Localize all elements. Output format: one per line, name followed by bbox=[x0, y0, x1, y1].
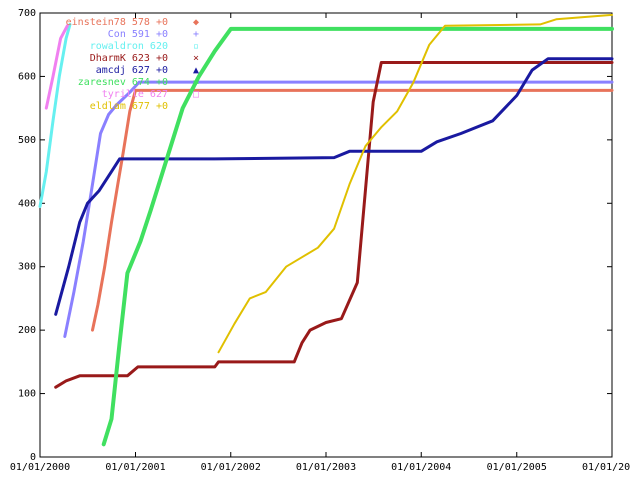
series-markers-2 bbox=[39, 24, 71, 207]
legend-marker: ▫ bbox=[193, 41, 199, 52]
legend-entry: zaresnev 674 +0 bbox=[78, 77, 168, 88]
legend-entry: eldlam 677 +0 bbox=[90, 101, 168, 112]
legend: einstein78 578 +0 ◆ Con 591 +0 + rowaldron 6… bbox=[66, 17, 199, 112]
series-markers-0 bbox=[92, 89, 612, 331]
y-tick-label: 300 bbox=[18, 262, 36, 273]
y-tick-label: 0 bbox=[30, 452, 36, 463]
series-markers-6 bbox=[45, 25, 68, 109]
x-tick-label: 01/01/2001 bbox=[105, 462, 165, 473]
series-markers-4 bbox=[55, 58, 612, 315]
series-markers-5 bbox=[103, 28, 612, 445]
legend-marker: □ bbox=[193, 89, 199, 100]
series-line-2 bbox=[38, 22, 72, 208]
series-line-7 bbox=[217, 13, 613, 354]
x-tick-label: 01/01/2000 bbox=[10, 462, 70, 473]
series-markers-1 bbox=[64, 81, 612, 337]
legend-entry: amcdj 627 +0 bbox=[96, 65, 168, 76]
x-tick-label: 01/01/2004 bbox=[391, 462, 451, 473]
legend-marker: + bbox=[193, 29, 199, 40]
y-tick-label: 700 bbox=[18, 8, 36, 19]
axis-ticks: 0 100 200 300 400 500 600 700 01/01/2000 01/01/20… bbox=[10, 8, 630, 473]
y-tick-label: 100 bbox=[18, 389, 36, 400]
x-tick-label: 01/01/2002 bbox=[201, 462, 261, 473]
y-tick-label: 600 bbox=[18, 71, 36, 82]
x-tick-label: 01/01/20 bbox=[582, 462, 630, 473]
legend-entry: Con 591 +0 bbox=[108, 29, 168, 40]
y-tick-label: 200 bbox=[18, 325, 36, 336]
legend-entry: DharmK 623 +0 bbox=[90, 53, 168, 64]
legend-marker: × bbox=[193, 53, 199, 64]
legend-marker: ✱ bbox=[193, 77, 199, 88]
legend-entry: rowaldron 620 bbox=[90, 41, 168, 52]
series-markers-3 bbox=[55, 62, 612, 388]
legend-entry: einstein78 578 +0 bbox=[66, 17, 168, 28]
series-line-1 bbox=[63, 80, 614, 338]
y-tick-label: 500 bbox=[18, 135, 36, 146]
y-tick-label: 400 bbox=[18, 198, 36, 209]
x-tick-label: 01/01/2005 bbox=[487, 462, 547, 473]
legend-marker: ▲ bbox=[193, 65, 199, 76]
series-layer bbox=[38, 13, 614, 447]
legend-marker: ◆ bbox=[193, 17, 199, 28]
series-markers-7 bbox=[218, 14, 613, 353]
x-tick-label: 01/01/2003 bbox=[296, 462, 356, 473]
legend-entry: tyrille 627 bbox=[102, 89, 168, 100]
